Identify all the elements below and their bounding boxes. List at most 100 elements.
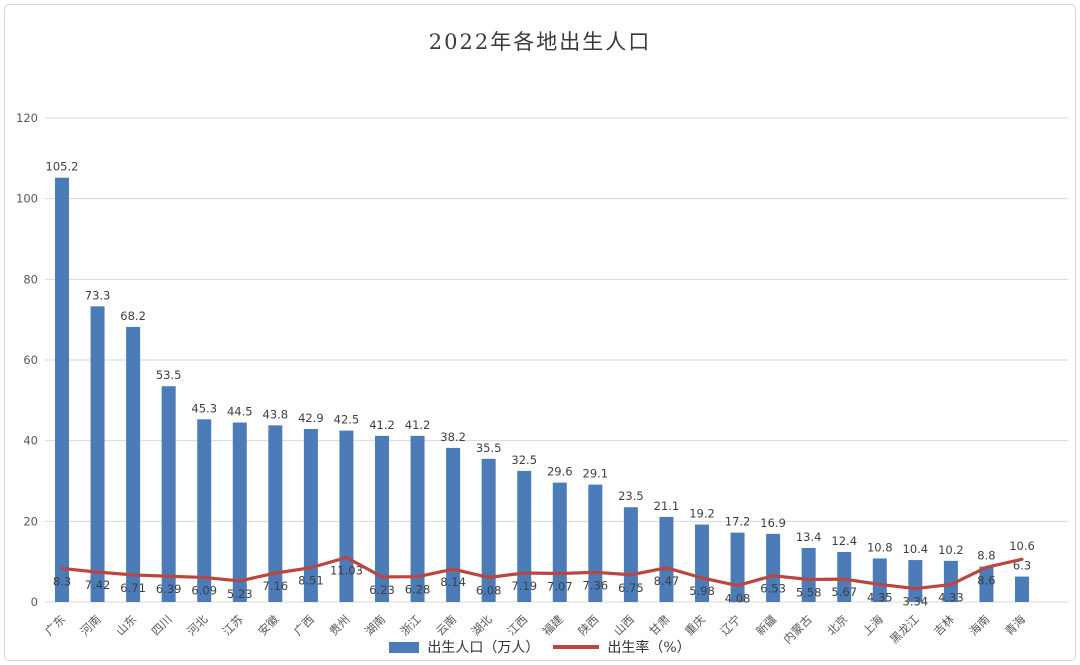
line-value-label: 6.08 (476, 583, 502, 597)
line-value-label: 6.28 (405, 583, 431, 597)
y-tick-label: 40 (23, 434, 38, 448)
bar-value-label: 17.2 (725, 515, 751, 529)
x-tick-label-甘肃: 甘肃 (646, 612, 672, 638)
legend-bar-swatch (389, 642, 419, 653)
line-value-label: 3.34 (903, 595, 929, 609)
x-tick-label-广西: 广西 (291, 612, 317, 638)
bar-value-label: 12.4 (831, 534, 857, 548)
bar-value-label: 13.4 (796, 530, 822, 544)
bar-value-label: 42.9 (298, 411, 324, 425)
bar-江苏 (233, 423, 247, 602)
legend-label: 出生率（%） (607, 637, 690, 657)
line-value-label: 6.09 (191, 583, 217, 597)
line-value-label: 8.3 (53, 575, 71, 589)
line-value-label: 6.75 (618, 581, 644, 595)
line-value-label: 6.39 (156, 582, 182, 596)
x-tick-label-新疆: 新疆 (753, 612, 780, 639)
line-value-label: 5.23 (227, 587, 253, 601)
bar-value-label: 68.2 (120, 309, 146, 323)
y-tick-label: 80 (23, 272, 38, 286)
chart-page: 2022年各地出生人口 020406080100120105.273.368.2… (0, 0, 1080, 665)
bar-value-label: 10.4 (903, 542, 929, 556)
bar-value-label: 16.9 (760, 516, 786, 530)
y-tick-label: 20 (23, 514, 38, 528)
x-tick-label-湖南: 湖南 (362, 612, 388, 638)
bar-value-label: 53.5 (156, 368, 182, 382)
line-value-label: 10.6 (1009, 539, 1035, 553)
y-tick-label: 0 (31, 595, 38, 609)
bar-value-label: 44.5 (227, 405, 253, 419)
line-value-label: 7.42 (85, 578, 111, 592)
x-tick-label-河北: 河北 (184, 612, 211, 639)
line-value-label: 5.58 (796, 585, 822, 599)
x-tick-label-山西: 山西 (611, 612, 637, 638)
bar-河南 (91, 306, 105, 602)
line-value-label: 5.67 (831, 585, 857, 599)
bar-山东 (126, 327, 140, 602)
bar-value-label: 42.5 (334, 413, 360, 427)
line-value-label: 4.35 (867, 590, 893, 604)
line-value-label: 7.19 (511, 579, 537, 593)
line-value-label: 7.07 (547, 579, 573, 593)
legend-line-swatch (553, 645, 599, 649)
bar-四川 (162, 386, 176, 602)
bar-value-label: 29.6 (547, 465, 573, 479)
x-tick-label-海南: 海南 (966, 612, 992, 638)
bar-value-label: 8.8 (977, 549, 995, 563)
bar-value-label: 19.2 (689, 507, 715, 521)
x-tick-label-云南: 云南 (433, 612, 459, 638)
x-tick-label-四川: 四川 (149, 612, 175, 638)
bar-value-label: 105.2 (46, 160, 79, 174)
bar-value-label: 10.2 (938, 543, 964, 557)
bar-湖北 (482, 459, 496, 602)
x-tick-label-吉林: 吉林 (931, 612, 958, 639)
line-value-label: 8.14 (440, 575, 466, 589)
line-value-label: 7.16 (263, 579, 289, 593)
bar-河北 (197, 419, 211, 602)
bar-甘肃 (659, 517, 673, 602)
x-tick-label-福建: 福建 (540, 612, 567, 639)
x-tick-label-浙江: 浙江 (398, 612, 425, 639)
x-tick-label-山东: 山东 (113, 612, 139, 638)
chart-canvas: 020406080100120105.273.368.253.545.344.5… (0, 0, 1080, 665)
legend-label: 出生人口（万人） (427, 637, 539, 657)
line-value-label: 7.36 (583, 578, 609, 592)
x-tick-label-江西: 江西 (504, 612, 530, 638)
line-value-label: 6.71 (120, 581, 146, 595)
x-tick-label-重庆: 重庆 (682, 612, 709, 639)
x-tick-label-辽宁: 辽宁 (718, 612, 744, 638)
bar-value-label: 35.5 (476, 441, 502, 455)
x-tick-label-湖北: 湖北 (469, 612, 496, 639)
x-tick-label-北京: 北京 (824, 612, 850, 638)
line-value-label: 6.53 (760, 582, 786, 596)
bar-value-label: 45.3 (191, 401, 217, 415)
bar-value-label: 43.8 (263, 407, 289, 421)
x-tick-label-江苏: 江苏 (220, 612, 246, 638)
x-tick-label-陕西: 陕西 (575, 612, 601, 638)
bar-value-label: 29.1 (583, 467, 609, 481)
legend-item-birth-rate: 出生率（%） (553, 637, 690, 657)
y-tick-label: 60 (23, 353, 38, 367)
x-tick-label-广东: 广东 (42, 612, 68, 638)
x-tick-label-青海: 青海 (1002, 612, 1029, 639)
bar-青海 (1015, 577, 1029, 602)
bar-广东 (55, 178, 69, 602)
line-value-label: 8.6 (977, 573, 995, 587)
bar-value-label: 41.2 (405, 418, 431, 432)
x-tick-label-上海: 上海 (860, 612, 887, 639)
bar-value-label: 21.1 (654, 499, 680, 513)
line-value-label: 4.33 (938, 591, 964, 605)
bar-value-label: 38.2 (440, 430, 466, 444)
x-tick-label-安徽: 安徽 (255, 612, 282, 639)
line-value-label: 8.51 (298, 574, 324, 588)
y-tick-label: 100 (16, 192, 38, 206)
bar-value-label: 23.5 (618, 489, 644, 503)
legend-item-births: 出生人口（万人） (389, 637, 539, 657)
line-value-label: 4.08 (725, 592, 751, 606)
bar-value-label: 32.5 (511, 453, 537, 467)
line-value-label: 5.98 (689, 584, 715, 598)
line-value-label: 8.47 (654, 574, 680, 588)
bar-value-label: 10.8 (867, 540, 893, 554)
x-tick-label-贵州: 贵州 (326, 612, 352, 638)
y-tick-label: 120 (16, 111, 38, 125)
